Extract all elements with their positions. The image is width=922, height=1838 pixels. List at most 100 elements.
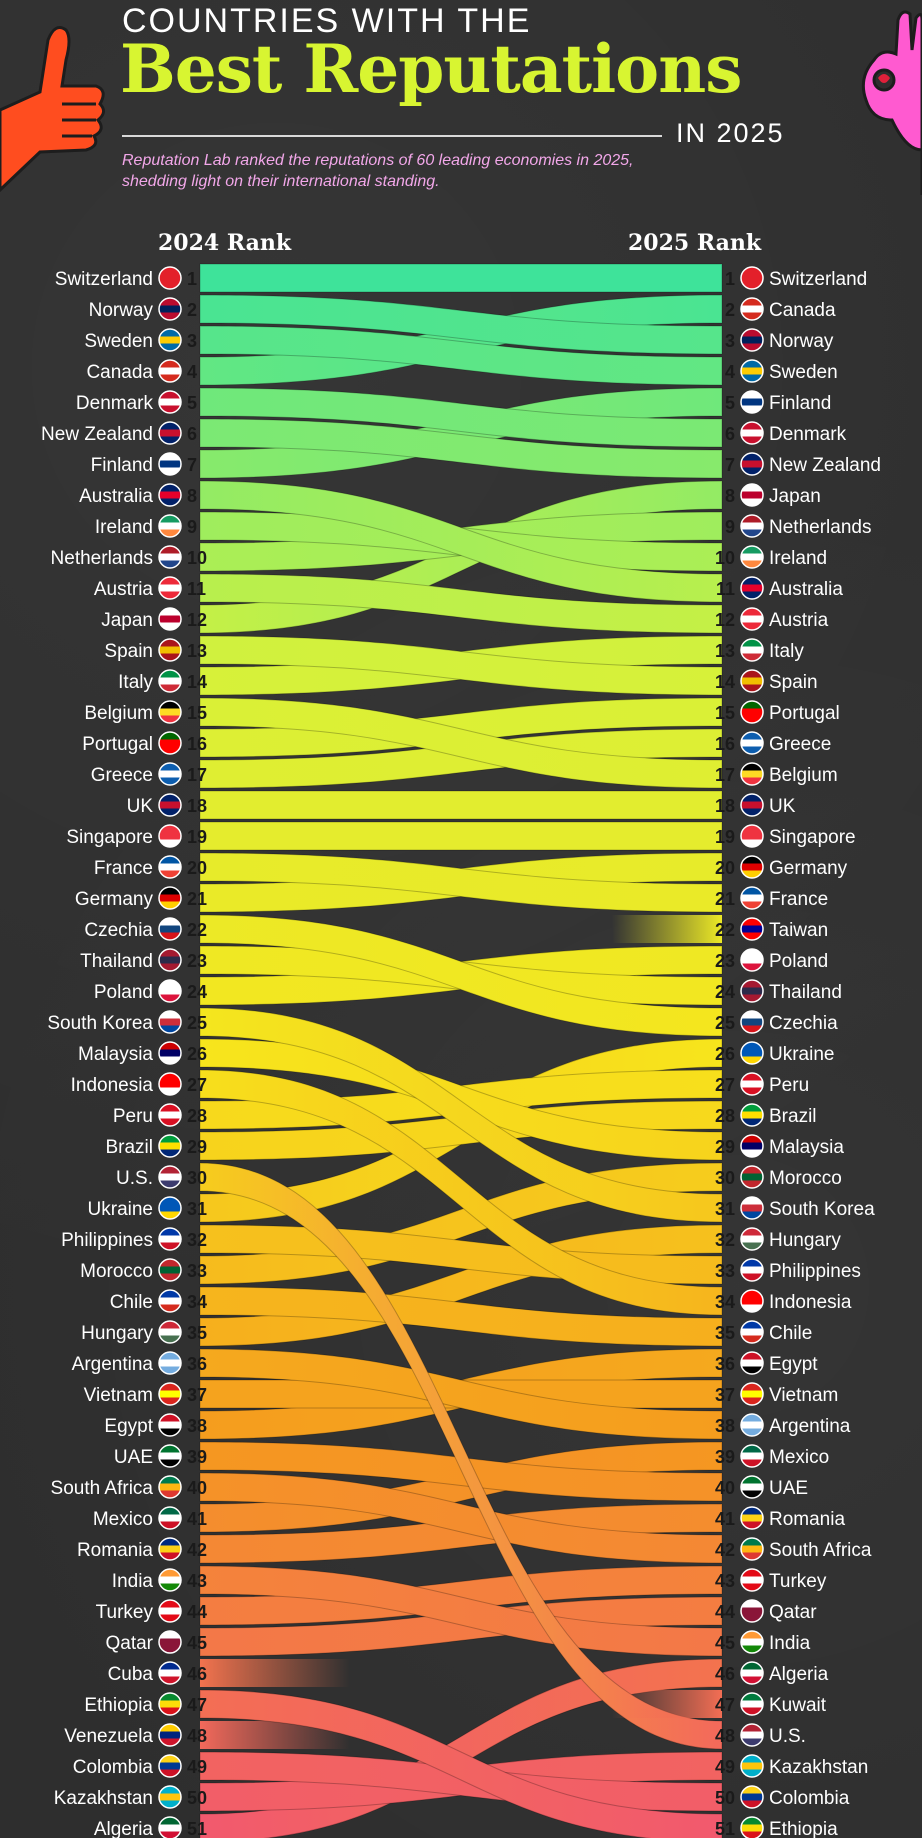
ribbon-new-zealand [199, 418, 723, 479]
ethiopia-flag-icon [159, 1693, 181, 1715]
right-rank-label: 22 [715, 920, 735, 940]
turkey-flag-icon [741, 1569, 763, 1591]
left-rank-label: 19 [187, 827, 207, 847]
right-rank-label: 33 [715, 1261, 735, 1281]
czechia-flag-icon [741, 1011, 763, 1033]
austria-flag-icon [741, 608, 763, 630]
south-korea-flag-icon [159, 1011, 181, 1033]
left-country-label: Norway [89, 300, 154, 321]
morocco-flag-icon [159, 1259, 181, 1281]
right-country-label: Ethiopia [769, 1819, 838, 1838]
australia-flag-icon [741, 577, 763, 599]
ribbon-exit-venezuela [200, 1721, 350, 1749]
japan-flag-icon [159, 608, 181, 630]
page-title: Best Reputations [120, 30, 742, 108]
ribbon-denmark [199, 387, 723, 448]
left-country-label: Belgium [84, 703, 153, 724]
right-rank-label: 24 [715, 982, 735, 1002]
right-rank-label: 13 [715, 641, 735, 661]
left-rank-label: 43 [187, 1571, 207, 1591]
left-rank-label: 46 [187, 1664, 207, 1684]
chile-flag-icon [159, 1290, 181, 1312]
left-country-label: U.S. [116, 1168, 153, 1189]
portugal-flag-icon [159, 732, 181, 754]
left-country-label: Romania [77, 1540, 153, 1561]
right-country-label: Singapore [769, 827, 856, 848]
left-rank-label: 17 [187, 765, 207, 785]
new-zealand-flag-icon [741, 453, 763, 475]
algeria-flag-icon [159, 1817, 181, 1838]
south-africa-flag-icon [159, 1476, 181, 1498]
left-country-label: UAE [114, 1447, 153, 1468]
right-rank-label: 28 [715, 1106, 735, 1126]
right-rank-label: 48 [715, 1726, 735, 1746]
cuba-flag-icon [159, 1662, 181, 1684]
right-country-label: UAE [769, 1478, 808, 1499]
denmark-flag-icon [159, 391, 181, 413]
ribbon-czechia [199, 914, 723, 1037]
left-country-label: Brazil [105, 1137, 153, 1158]
right-rank-label: 45 [715, 1633, 735, 1653]
ok-hand-icon [861, 10, 922, 195]
left-rank-label: 25 [187, 1013, 207, 1033]
right-country-label: New Zealand [769, 455, 881, 476]
hungary-flag-icon [159, 1321, 181, 1343]
left-country-label: Algeria [94, 1819, 154, 1838]
india-flag-icon [159, 1569, 181, 1591]
right-country-label: Colombia [769, 1788, 850, 1809]
right-country-label: Spain [769, 672, 818, 693]
right-rank-label: 11 [716, 579, 735, 599]
left-country-label: Sweden [84, 331, 153, 352]
left-country-label: Switzerland [55, 269, 153, 290]
uk-flag-icon [159, 794, 181, 816]
france-flag-icon [159, 856, 181, 878]
right-rank-label: 3 [725, 331, 735, 351]
left-country-label: Poland [94, 982, 153, 1003]
left-rank-label: 18 [187, 796, 207, 816]
right-rank-label: 34 [715, 1292, 735, 1312]
left-rank-label: 7 [187, 455, 197, 475]
right-labels: 1 Switzerland 2 Canada 3 Norway 4 Sweden 5 Finlan… [715, 266, 881, 1838]
right-country-label: Kazakhstan [769, 1757, 868, 1778]
right-rank-label: 19 [715, 827, 735, 847]
argentina-flag-icon [159, 1352, 181, 1374]
right-rank-label: 40 [715, 1478, 735, 1498]
right-country-label: Czechia [769, 1013, 838, 1034]
right-country-label: Sweden [769, 362, 838, 383]
belgium-flag-icon [159, 701, 181, 723]
right-country-label: Qatar [769, 1602, 817, 1623]
ribbon-qatar [199, 1596, 723, 1657]
right-country-label: Norway [769, 331, 834, 352]
ribbon-switzerland [199, 263, 723, 293]
ribbon-ethiopia [199, 1689, 723, 1838]
philippines-flag-icon [741, 1259, 763, 1281]
mexico-flag-icon [159, 1507, 181, 1529]
left-country-label: UK [127, 796, 154, 817]
ribbon-australia [199, 480, 723, 603]
left-country-label: Cuba [108, 1664, 154, 1685]
right-rank-label: 30 [715, 1168, 735, 1188]
india-flag-icon [741, 1631, 763, 1653]
left-country-label: South Africa [51, 1478, 154, 1499]
ribbon-singapore [199, 821, 723, 851]
greece-flag-icon [741, 732, 763, 754]
right-rank-label: 32 [715, 1230, 735, 1250]
left-rank-label: 14 [187, 672, 207, 692]
left-rank-label: 33 [187, 1261, 207, 1281]
right-country-label: U.S. [769, 1726, 806, 1747]
left-column-header: 2024 Rank [158, 230, 292, 256]
left-country-label: Denmark [76, 393, 154, 414]
right-country-label: South Korea [769, 1199, 875, 1220]
left-rank-label: 1 [187, 269, 197, 289]
colombia-flag-icon [159, 1755, 181, 1777]
right-rank-label: 21 [715, 889, 735, 909]
right-country-label: Kuwait [769, 1695, 827, 1716]
subtitle: Reputation Lab ranked the reputations of… [122, 152, 634, 190]
colombia-flag-icon [741, 1786, 763, 1808]
right-rank-label: 35 [715, 1323, 735, 1343]
left-rank-label: 23 [187, 951, 207, 971]
left-rank-label: 12 [187, 610, 207, 630]
left-country-label: Egypt [104, 1416, 153, 1437]
mexico-flag-icon [741, 1445, 763, 1467]
australia-flag-icon [159, 484, 181, 506]
